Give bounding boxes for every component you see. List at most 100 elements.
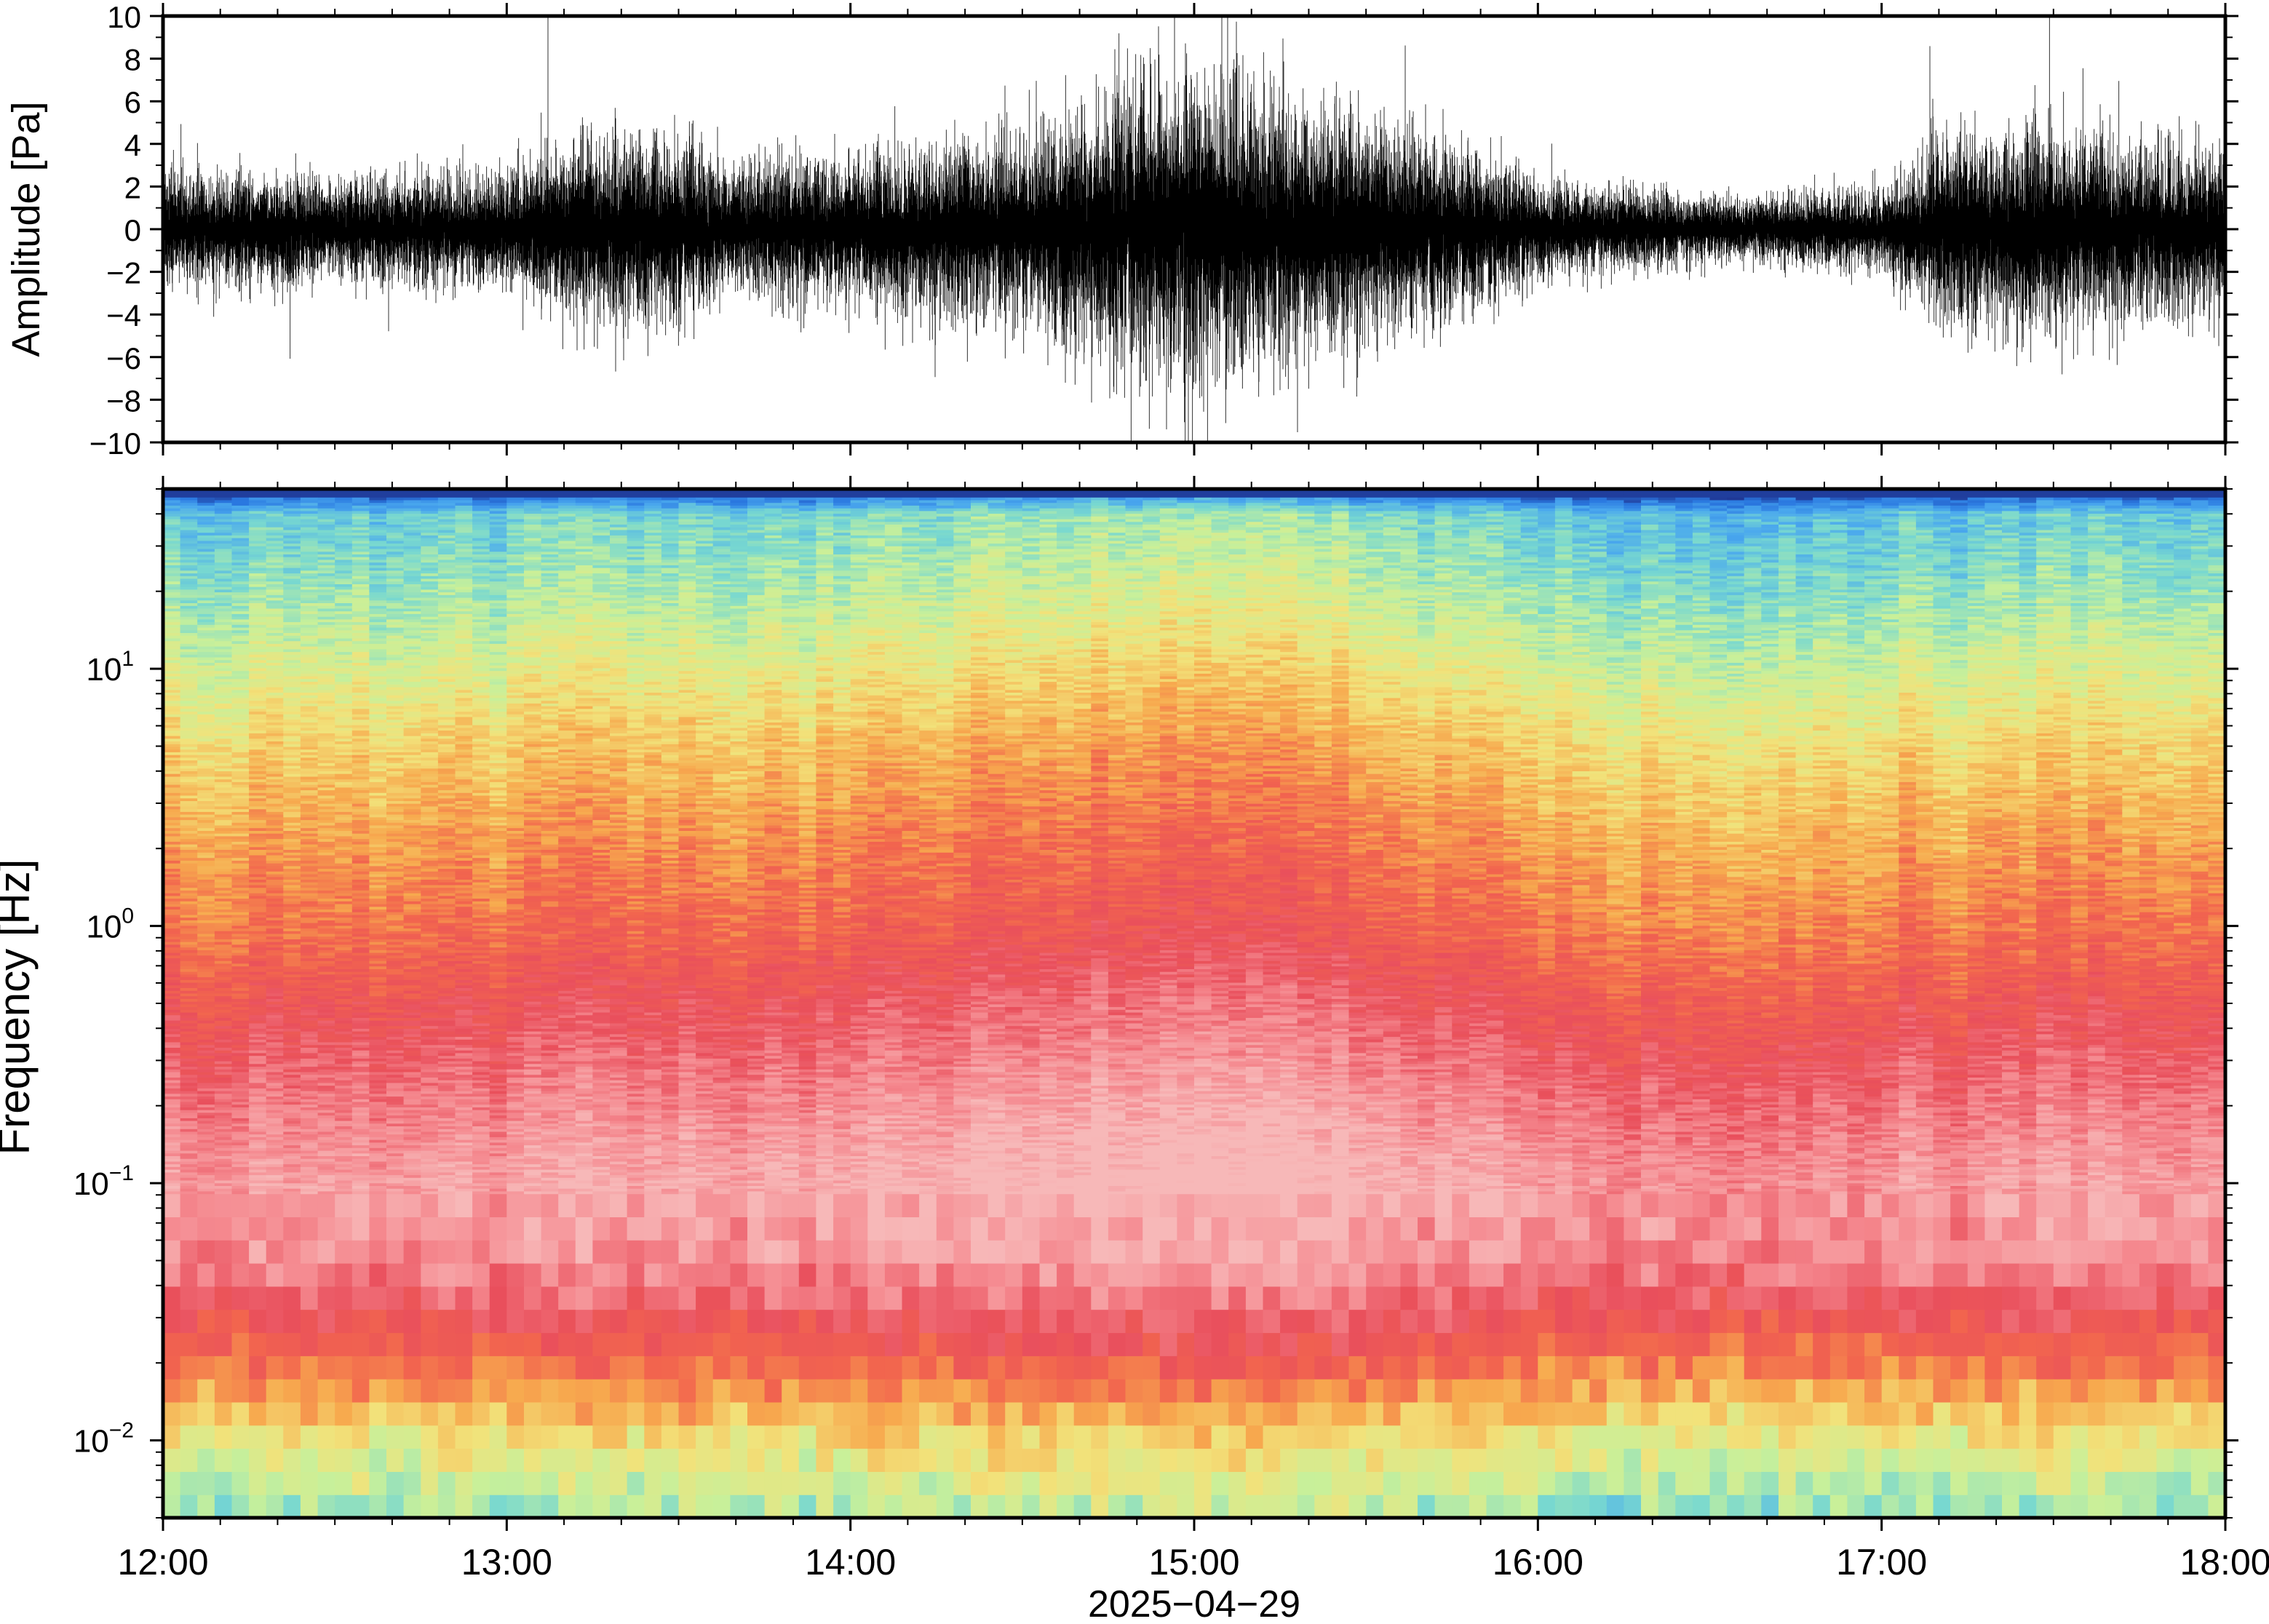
spectrogram-cell <box>283 695 301 698</box>
spectrogram-cell <box>317 776 335 780</box>
spectrogram-cell <box>369 1217 387 1241</box>
spectrogram-cell <box>266 576 284 579</box>
spectrogram-cell <box>283 681 301 685</box>
spectrogram-cell <box>335 755 353 758</box>
spectrogram-cell <box>180 1006 198 1010</box>
spectrogram-cell <box>231 662 250 666</box>
spectrogram-cell <box>421 629 439 633</box>
spectrogram-cell <box>437 654 456 658</box>
spectrogram-cell <box>231 624 250 628</box>
spectrogram-cell <box>386 1166 405 1170</box>
spectrogram-cell <box>317 1077 335 1080</box>
spectrogram-cell <box>386 824 405 829</box>
spectrogram-cell <box>266 678 284 682</box>
spectrogram-cell <box>300 684 319 688</box>
spectrogram-cell <box>163 768 181 771</box>
spectrogram-cell <box>317 1063 335 1067</box>
spectrogram-cell <box>180 771 198 774</box>
spectrogram-cell <box>231 1123 250 1126</box>
spectrogram-cell <box>335 1003 353 1008</box>
spectrogram-cell <box>214 738 233 741</box>
spectrogram-cell <box>455 1309 473 1334</box>
spectrogram-cell <box>403 1118 421 1121</box>
spectrogram-cell <box>317 1009 335 1013</box>
spectrogram-cell <box>421 1093 439 1097</box>
spectrogram-cell <box>421 760 439 763</box>
spectrogram-cell <box>197 939 215 942</box>
spectrogram-cell <box>386 947 405 950</box>
spectrogram-cell <box>386 787 405 791</box>
spectrogram-cell <box>386 792 405 796</box>
spectrogram-cell <box>369 1155 387 1159</box>
spectrogram-cell <box>300 494 319 498</box>
spectrogram-cell <box>421 497 439 501</box>
spectrogram-cell <box>249 1017 267 1021</box>
spectrogram-cell <box>231 744 250 747</box>
spectrogram-cell <box>266 1193 284 1217</box>
spectrogram-cell <box>403 673 421 677</box>
spectrogram-cell <box>283 532 301 536</box>
spectrogram-cell <box>197 942 215 945</box>
spectrogram-cell <box>421 708 439 712</box>
spectrogram-cell <box>163 508 181 512</box>
spectrogram-cell <box>317 749 335 752</box>
spectrogram-cell <box>386 527 405 530</box>
spectrogram-cell <box>317 605 335 609</box>
spectrogram-cell <box>300 1217 319 1241</box>
spectrogram-cell <box>421 562 439 565</box>
spectrogram-cell <box>163 827 181 831</box>
spectrogram-cell <box>214 822 233 826</box>
spectrogram-cell <box>335 947 353 950</box>
spectrogram-cell <box>266 676 284 680</box>
spectrogram-cell <box>335 1123 353 1126</box>
spectrogram-cell <box>300 1185 319 1189</box>
spectrogram-cell <box>386 992 405 997</box>
spectrogram-cell <box>351 627 370 631</box>
spectrogram-cell <box>369 706 387 709</box>
spectrogram-cell <box>351 538 370 541</box>
spectrogram-cell <box>300 974 319 978</box>
spectrogram-cell <box>197 532 215 536</box>
spectrogram-cell <box>335 551 353 554</box>
spectrogram-cell <box>300 1096 319 1099</box>
spectrogram-cell <box>300 616 319 620</box>
spectrogram-cell <box>249 771 267 774</box>
spectrogram-cell <box>180 1036 198 1040</box>
spectrogram-cell <box>437 689 456 693</box>
spectrogram-cell <box>180 827 198 831</box>
spectrogram-cell <box>300 830 319 834</box>
spectrogram-cell <box>214 1014 233 1018</box>
spectrogram-cell <box>403 976 421 980</box>
spectrogram-cell <box>231 966 250 969</box>
spectrogram-cell <box>317 857 335 861</box>
spectrogram-cell <box>335 1150 353 1154</box>
spectrogram-cell <box>421 714 439 717</box>
spectrogram-cell <box>437 1042 456 1046</box>
spectrogram-cell <box>421 814 439 818</box>
spectrogram-cell <box>421 695 439 698</box>
spectrogram-cell <box>214 876 233 880</box>
spectrogram-cell <box>300 765 319 769</box>
spectrogram-cell <box>317 797 335 801</box>
spectrogram-cell <box>300 1014 319 1018</box>
spectrogram-cell <box>369 730 387 733</box>
spectrogram-cell <box>266 551 284 554</box>
spectrogram-cell <box>335 594 353 598</box>
spectrogram-cell <box>249 1085 267 1088</box>
spectrogram-cell <box>197 830 215 834</box>
spectrogram-cell <box>300 776 319 780</box>
spectrogram-cell <box>386 543 405 546</box>
spectrogram-cell <box>403 665 421 669</box>
spectrogram-cell <box>180 736 198 739</box>
spectrogram-cell <box>386 987 405 991</box>
spectrogram-cell <box>351 1166 370 1170</box>
spectrogram-cell <box>249 744 267 747</box>
spectrogram-cell <box>369 865 387 869</box>
spectrogram-cell <box>351 681 370 685</box>
spectrogram-cell <box>386 673 405 677</box>
spectrogram-cell <box>386 893 405 896</box>
spectrogram-cell <box>163 722 181 725</box>
spectrogram-cell <box>369 711 387 715</box>
spectrogram-cell <box>266 960 284 964</box>
spectrogram-cell <box>214 746 233 750</box>
